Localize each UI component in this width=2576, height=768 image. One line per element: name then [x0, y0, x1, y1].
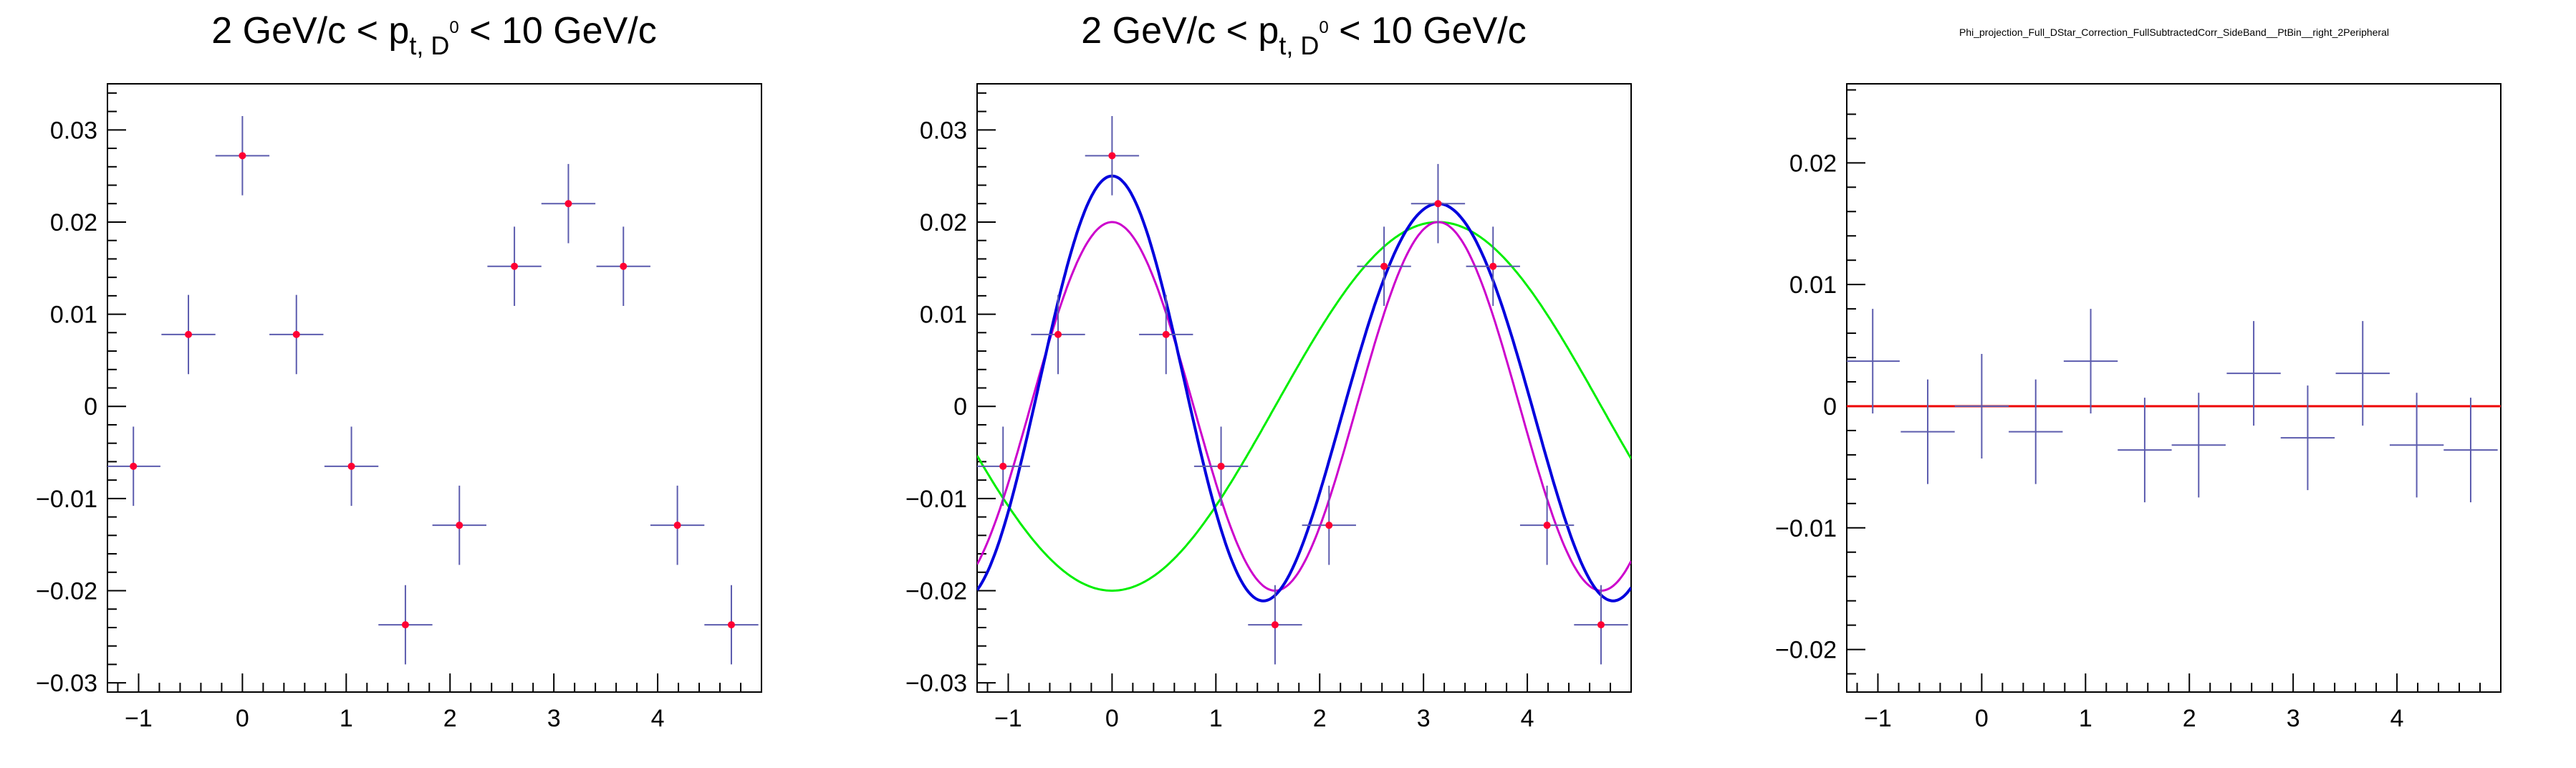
plot-frame: [976, 83, 1632, 693]
y-tick-label: 0.02: [920, 209, 967, 236]
x-tick-label: −1: [994, 705, 1022, 732]
y-tick-label: 0.02: [1789, 150, 1837, 177]
y-tick-label: −0.02: [36, 578, 97, 605]
y-tick-label: 0.03: [920, 117, 967, 144]
y-tick-label: −0.03: [905, 670, 967, 697]
x-tick-label: 3: [547, 705, 561, 732]
panel-left: 2 GeV/c < pt, D0 < 10 GeV/c−1 0 1 2 3 4−0.03−…: [36, 10, 762, 732]
x-tick-label: 3: [2287, 705, 2300, 732]
data-point: [1434, 200, 1442, 208]
title-pre: 2 GeV/c < p: [1081, 10, 1279, 52]
data-point: [292, 330, 300, 338]
panel-right: Phi_projection_Full_DStar_Correction_Ful…: [1775, 27, 2501, 732]
data-point: [1108, 152, 1116, 160]
cos2-component-curve: [977, 221, 1631, 592]
data-point: [1217, 462, 1225, 470]
data-point: [620, 262, 628, 270]
title-post: < 10 GeV/c: [459, 10, 657, 52]
y-tick-label: 0.01: [1789, 272, 1837, 299]
y-tick-label: −0.03: [36, 670, 97, 697]
y-tick-label: 0: [1823, 393, 1837, 421]
data-point: [564, 200, 572, 208]
chart-title: 2 GeV/c < pt, D0 < 10 GeV/c: [1081, 10, 1526, 60]
x-tick-label: 2: [443, 705, 457, 732]
y-tick-label: −0.01: [1775, 515, 1837, 542]
plot-frame: [107, 83, 762, 693]
data-point: [1597, 621, 1605, 629]
data-point: [1380, 262, 1388, 270]
title-post: < 10 GeV/c: [1329, 10, 1527, 52]
data-point: [1162, 330, 1170, 338]
data-point: [185, 330, 193, 338]
data-point: [1489, 262, 1497, 270]
y-tick-label: 0.01: [920, 302, 967, 329]
x-tick-label: −1: [1864, 705, 1892, 732]
data-point: [999, 462, 1007, 470]
x-tick-label: 0: [236, 705, 249, 732]
total-fit-curve: [977, 174, 1631, 603]
chart-title: 2 GeV/c < pt, D0 < 10 GeV/c: [211, 10, 656, 60]
x-tick-label: 1: [1209, 705, 1223, 732]
data-point: [673, 522, 681, 529]
data-point: [401, 621, 409, 629]
data-point: [511, 262, 519, 270]
title-subscript: t, D: [409, 31, 449, 60]
panel-middle: 2 GeV/c < pt, D0 < 10 GeV/c−1 0 1 2 3 4−0.03−…: [905, 10, 1632, 732]
x-tick-label: 1: [2079, 705, 2092, 732]
title-subscript: t, D: [1279, 31, 1319, 60]
x-tick-label: 0: [1105, 705, 1119, 732]
x-tick-label: 4: [2390, 705, 2404, 732]
cos1-component-curve: [977, 221, 1631, 592]
y-tick-label: −0.01: [905, 486, 967, 513]
x-tick-label: 4: [1521, 705, 1534, 732]
title-superscript: 0: [449, 18, 458, 37]
data-point: [130, 462, 138, 470]
x-tick-label: 2: [2183, 705, 2196, 732]
data-point: [1054, 330, 1062, 338]
y-tick-label: −0.02: [905, 578, 967, 605]
data-point: [456, 522, 463, 529]
plot-frame: [1846, 83, 2501, 693]
chart-title: Phi_projection_Full_DStar_Correction_Ful…: [1959, 27, 2389, 38]
x-tick-label: 4: [651, 705, 665, 732]
x-tick-label: 1: [340, 705, 353, 732]
y-tick-label: 0.01: [50, 302, 97, 329]
title-superscript: 0: [1319, 18, 1328, 37]
y-tick-label: 0.03: [50, 117, 97, 144]
y-tick-label: 0: [953, 393, 967, 421]
x-tick-label: 2: [1313, 705, 1327, 732]
y-tick-label: 0.02: [50, 209, 97, 236]
x-tick-label: 0: [1975, 705, 1989, 732]
y-tick-label: −0.02: [1775, 637, 1837, 664]
y-tick-label: 0: [84, 393, 97, 421]
data-point: [347, 462, 355, 470]
data-point: [1271, 621, 1279, 629]
data-point: [239, 152, 246, 160]
data-point: [1325, 522, 1333, 529]
x-tick-label: 3: [1417, 705, 1431, 732]
data-point: [727, 621, 735, 629]
title-pre: 2 GeV/c < p: [211, 10, 409, 52]
y-tick-label: −0.01: [36, 486, 97, 513]
data-point: [1543, 522, 1551, 529]
x-tick-label: −1: [125, 705, 153, 732]
